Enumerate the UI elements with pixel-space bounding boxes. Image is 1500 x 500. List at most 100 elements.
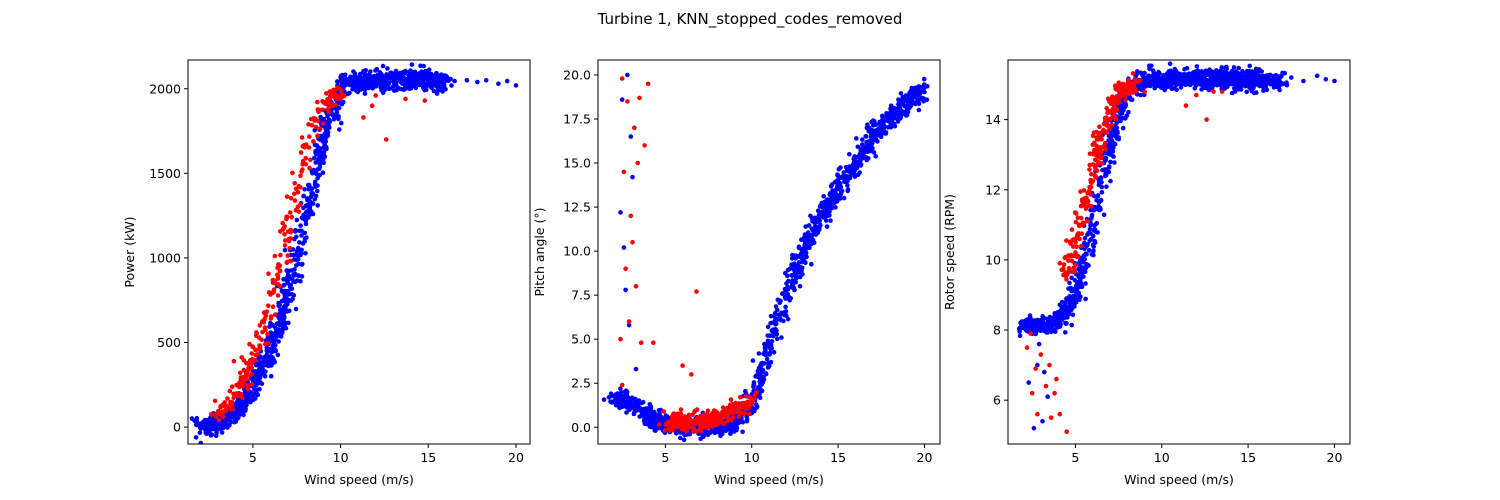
data-point	[743, 389, 748, 394]
data-point	[334, 96, 340, 102]
data-point	[806, 223, 812, 228]
data-point	[630, 240, 635, 245]
data-point	[1244, 89, 1249, 95]
data-point	[853, 156, 858, 162]
data-point	[795, 254, 800, 259]
data-point	[1081, 188, 1087, 193]
data-point	[828, 184, 834, 189]
data-point	[229, 400, 235, 405]
data-point	[276, 320, 281, 326]
data-point	[1092, 240, 1098, 245]
panel-2: 5 10 15 200.02.55.07.510.012.515.017.520.0W…	[532, 59, 941, 487]
data-point	[278, 252, 283, 258]
data-point	[1271, 75, 1276, 81]
data-point	[621, 169, 627, 175]
data-point	[1219, 69, 1225, 75]
data-point	[282, 243, 288, 248]
data-point	[1219, 65, 1224, 70]
data-point	[279, 288, 285, 294]
data-point	[308, 157, 313, 163]
data-point	[213, 433, 219, 439]
data-point	[238, 377, 244, 383]
data-point	[1102, 173, 1108, 179]
data-point	[800, 248, 806, 254]
data-point	[452, 78, 457, 84]
data-point	[637, 95, 642, 101]
data-point	[257, 386, 262, 392]
data-point	[1258, 79, 1263, 84]
data-point	[651, 425, 656, 430]
data-point	[287, 308, 292, 314]
data-point	[1071, 244, 1076, 249]
data-point	[680, 363, 685, 368]
data-point	[624, 410, 629, 415]
data-point	[814, 225, 819, 230]
data-point	[1206, 79, 1212, 85]
data-point	[292, 191, 297, 197]
data-point	[298, 173, 303, 179]
data-point	[642, 143, 647, 148]
data-point	[1147, 73, 1152, 79]
data-point	[736, 408, 742, 414]
data-point	[285, 280, 291, 286]
data-point	[827, 192, 833, 198]
data-point	[326, 117, 332, 122]
data-point	[877, 121, 882, 126]
data-point	[313, 170, 318, 175]
data-point	[353, 88, 359, 93]
data-point	[1277, 87, 1282, 93]
data-point	[1061, 266, 1066, 271]
data-point	[694, 420, 700, 426]
data-point	[449, 83, 454, 88]
axes-frame	[187, 59, 531, 445]
data-point	[335, 79, 340, 84]
data-point	[220, 414, 226, 419]
data-point	[258, 355, 264, 360]
data-point	[1091, 248, 1096, 254]
data-point	[1021, 325, 1027, 331]
data-point	[1104, 169, 1109, 175]
data-point	[287, 210, 293, 215]
data-point	[275, 352, 281, 358]
data-point	[321, 152, 327, 158]
x-tick-label: 20	[508, 450, 524, 465]
data-point	[760, 367, 766, 373]
data-point	[1140, 73, 1145, 78]
data-point	[840, 174, 846, 180]
data-point	[1028, 321, 1033, 326]
data-point	[808, 237, 813, 242]
data-point	[318, 160, 324, 166]
data-point	[628, 134, 634, 139]
data-point	[270, 355, 275, 360]
data-point	[1103, 157, 1108, 163]
data-point	[303, 251, 308, 256]
data-point	[1124, 113, 1129, 118]
points-layer	[1016, 61, 1337, 435]
data-point	[881, 124, 887, 130]
data-point	[278, 334, 284, 339]
data-point	[783, 304, 788, 310]
data-point	[320, 121, 326, 126]
data-point	[1106, 164, 1112, 169]
data-point	[385, 75, 391, 80]
y-tick-label: 7.5	[571, 288, 591, 303]
y-tick-label: 10.0	[563, 244, 591, 259]
data-point	[804, 238, 809, 243]
y-tick-label: 5.0	[571, 332, 591, 347]
data-point	[626, 398, 631, 404]
data-point	[417, 71, 422, 76]
data-point	[331, 88, 337, 93]
data-point	[299, 169, 304, 174]
data-point	[651, 340, 656, 346]
data-point	[229, 403, 235, 409]
data-point	[1223, 84, 1229, 90]
data-point	[1109, 138, 1115, 143]
data-point	[1203, 68, 1209, 74]
data-point	[1018, 320, 1023, 326]
data-point	[815, 208, 821, 214]
data-point	[1266, 78, 1271, 83]
x-tick-label: 5	[661, 450, 669, 465]
data-point	[898, 91, 904, 96]
data-point	[1114, 127, 1119, 133]
data-point	[1026, 380, 1031, 385]
